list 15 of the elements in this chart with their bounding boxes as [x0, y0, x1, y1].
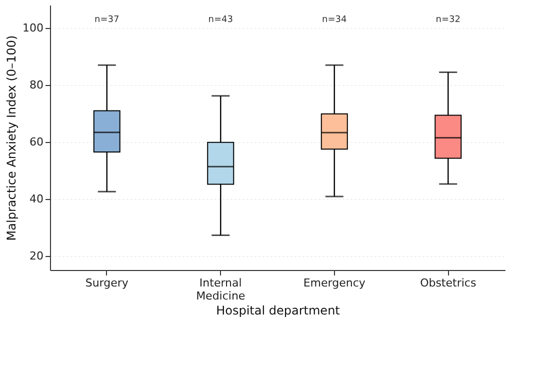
x-tick-label: Emergency [303, 276, 366, 290]
annotation: n=43 [208, 15, 233, 25]
y-tick-label: 100 [22, 21, 44, 34]
annotation: n=37 [94, 15, 120, 25]
y-tick-label: 60 [30, 135, 44, 148]
y-tick-label: 20 [30, 249, 44, 262]
y-tick-label: 80 [30, 78, 44, 92]
x-tick-label: Obstetrics [420, 276, 476, 290]
x-tick-label: Surgery [85, 276, 129, 290]
annotation: n=34 [322, 15, 347, 25]
annotation: n=32 [436, 15, 460, 25]
x-axis-title: Hospital department [216, 304, 340, 318]
y-axis-title: Malpractice Anxiety Index (0–100) [4, 35, 19, 241]
x-tick-label: Internal Medicine [196, 276, 246, 302]
y-tick-label: 40 [30, 192, 44, 206]
